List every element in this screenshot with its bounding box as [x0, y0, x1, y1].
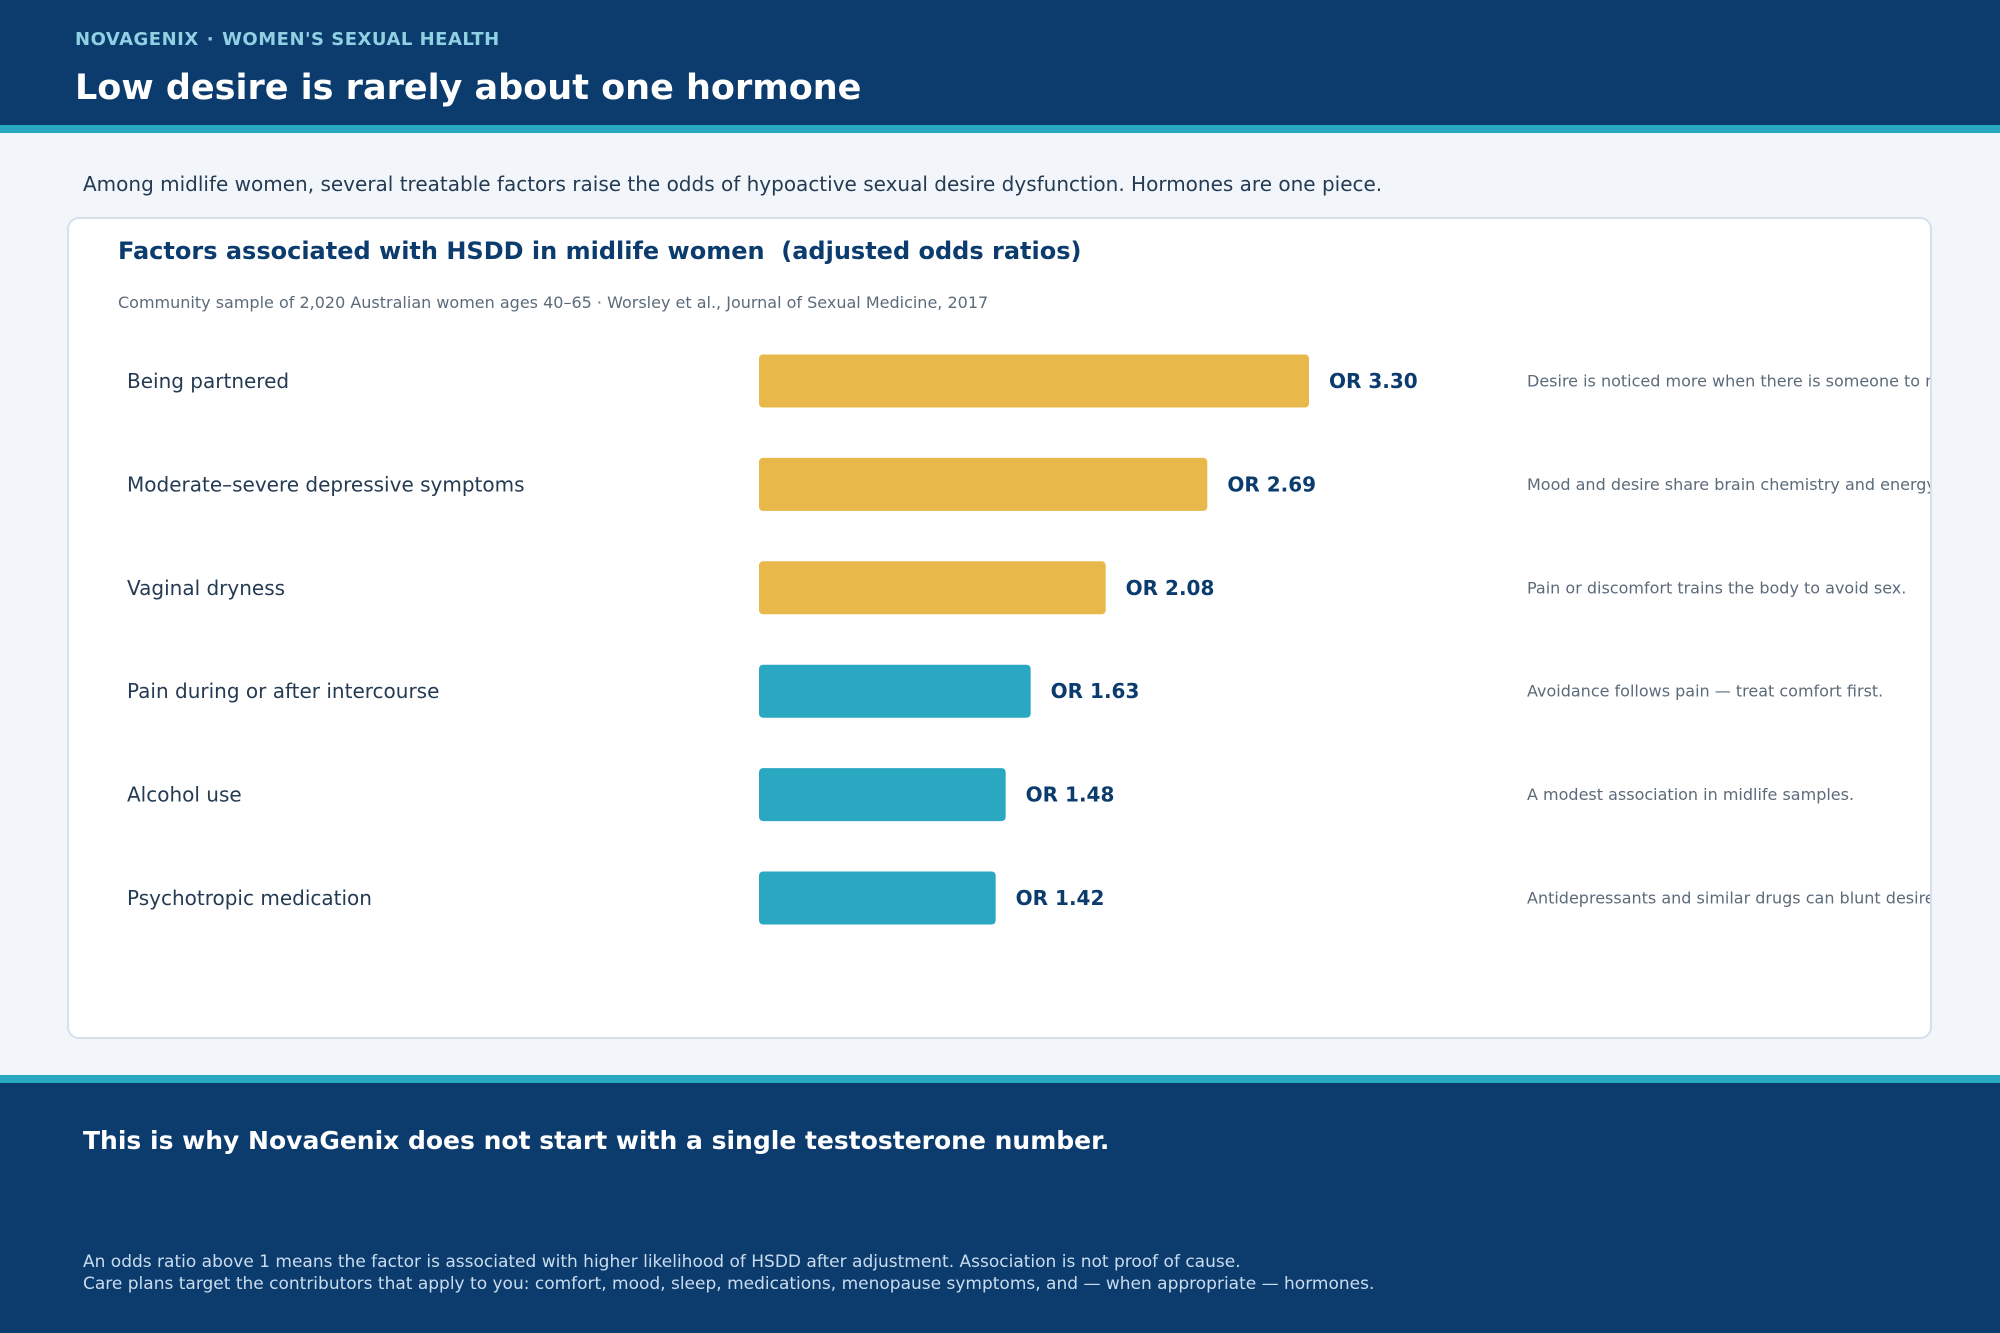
eyebrow-separator: ·	[206, 29, 215, 50]
category-label: Being partnered	[127, 369, 289, 393]
odds-ratio-bar-chart: Being partnered OR 3.30 Desire is noticed …	[127, 354, 1932, 925]
bar	[759, 664, 1031, 718]
category-label: Alcohol use	[127, 783, 242, 807]
intro-text: Among midlife women, several treatable f…	[83, 172, 1383, 196]
chart-card: Factors associated with HSDD in midlife …	[67, 217, 1932, 1039]
value-label: OR 1.63	[1051, 679, 1140, 703]
category-label: Pain during or after intercourse	[127, 679, 439, 703]
bar	[759, 561, 1106, 615]
page-header: NOVAGENIX · WOMEN'S SEXUAL HEALTH Low desi…	[0, 0, 2000, 125]
header-accent-stripe	[0, 125, 2000, 133]
annotation-text: Antidepressants and similar drugs can bl…	[1527, 889, 1932, 908]
footer-note-line-2: Care plans target the contributors that …	[83, 1274, 1375, 1294]
footer-note-line-1: An odds ratio above 1 means the factor i…	[83, 1252, 1241, 1272]
bar	[759, 354, 1309, 408]
annotation-text: Pain or discomfort trains the body to av…	[1527, 578, 1906, 597]
annotation-text: Avoidance follows pain — treat comfort f…	[1527, 682, 1883, 701]
chart-title: Factors associated with HSDD in midlife …	[118, 237, 1082, 265]
footer-note: An odds ratio above 1 means the factor i…	[83, 1251, 1374, 1295]
eyebrow: NOVAGENIX · WOMEN'S SEXUAL HEALTH	[75, 29, 500, 50]
value-label: OR 3.30	[1329, 369, 1418, 393]
annotation-text: A modest association in midlife samples.	[1527, 785, 1854, 804]
value-label: OR 1.48	[1026, 783, 1115, 807]
bar	[759, 457, 1208, 511]
page-headline: Low desire is rarely about one hormone	[75, 68, 862, 108]
footer-accent-stripe	[0, 1075, 2000, 1083]
footer-headline: This is why NovaGenix does not start wit…	[83, 1126, 1110, 1155]
brand-name: NOVAGENIX	[75, 29, 199, 50]
chart-subtitle: Community sample of 2,020 Australian wom…	[118, 293, 989, 312]
value-label: OR 2.69	[1227, 472, 1316, 496]
annotation-text: Desire is noticed more when there is som…	[1527, 372, 1932, 391]
annotation-text: Mood and desire share brain chemistry an…	[1527, 475, 1932, 494]
bar	[759, 871, 996, 925]
bar	[759, 768, 1006, 822]
value-label: OR 2.08	[1126, 576, 1215, 600]
value-label: OR 1.42	[1016, 886, 1105, 910]
category-label: Psychotropic medication	[127, 886, 372, 910]
category-label: Vaginal dryness	[127, 576, 285, 600]
category-label: Moderate–severe depressive symptoms	[127, 472, 525, 496]
page-footer: This is why NovaGenix does not start wit…	[0, 1083, 2000, 1333]
section-name: WOMEN'S SEXUAL HEALTH	[222, 29, 500, 50]
